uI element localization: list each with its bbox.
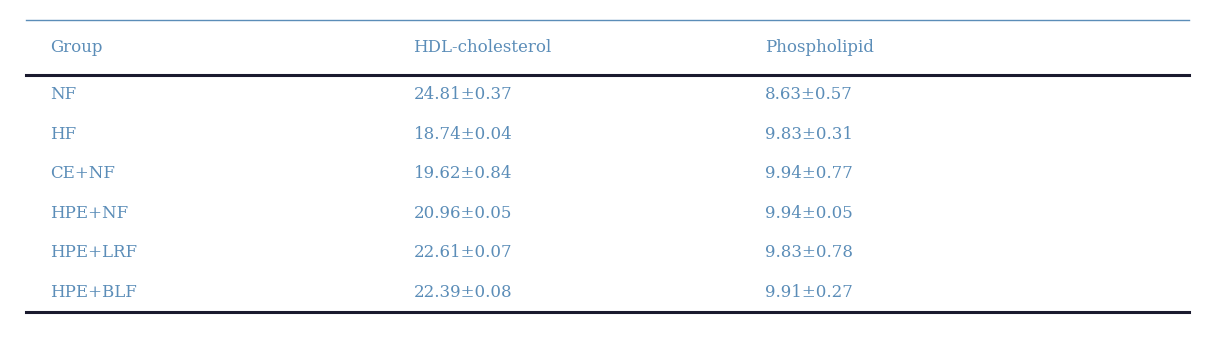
Text: 22.61±0.07: 22.61±0.07 [413, 244, 513, 262]
Text: 9.83±0.78: 9.83±0.78 [765, 244, 853, 262]
Text: NF: NF [50, 86, 77, 103]
Text: 8.63±0.57: 8.63±0.57 [765, 86, 853, 103]
Text: HPE+NF: HPE+NF [50, 205, 128, 222]
Text: HPE+BLF: HPE+BLF [50, 284, 137, 301]
Text: 19.62±0.84: 19.62±0.84 [413, 165, 512, 182]
Text: 9.94±0.05: 9.94±0.05 [765, 205, 853, 222]
Text: 9.83±0.31: 9.83±0.31 [765, 126, 853, 143]
Text: HDL-cholesterol: HDL-cholesterol [413, 39, 552, 56]
Text: Phospholipid: Phospholipid [765, 39, 874, 56]
Text: Group: Group [50, 39, 102, 56]
Text: 24.81±0.37: 24.81±0.37 [413, 86, 513, 103]
Text: 18.74±0.04: 18.74±0.04 [413, 126, 513, 143]
Text: CE+NF: CE+NF [50, 165, 115, 182]
Text: 20.96±0.05: 20.96±0.05 [413, 205, 512, 222]
Text: HF: HF [50, 126, 77, 143]
Text: 22.39±0.08: 22.39±0.08 [413, 284, 513, 301]
Text: HPE+LRF: HPE+LRF [50, 244, 137, 262]
Text: 9.94±0.77: 9.94±0.77 [765, 165, 853, 182]
Text: 9.91±0.27: 9.91±0.27 [765, 284, 853, 301]
